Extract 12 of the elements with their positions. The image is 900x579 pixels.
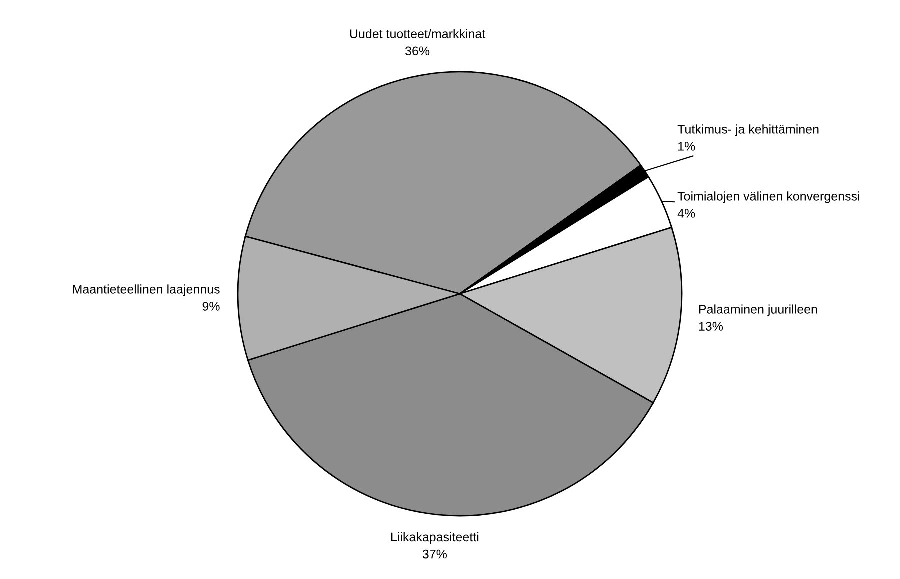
slice-label: Tutkimus- ja kehittäminen bbox=[678, 124, 819, 136]
data-label: 37% bbox=[422, 550, 448, 559]
data-label: 1% bbox=[678, 142, 696, 151]
slice-label: Liikakapasiteetti bbox=[391, 532, 479, 544]
slice-label: Toimialojen välinen konvergenssi bbox=[678, 192, 860, 204]
data-label: 36% bbox=[406, 46, 430, 56]
slice-label: Palaaminen juurilleen bbox=[699, 304, 818, 316]
data-label: 9% bbox=[202, 302, 220, 311]
slice-label: Maantieteellinen laajennus bbox=[73, 284, 220, 296]
data-label: 4% bbox=[678, 209, 696, 218]
slice-label: Uudet tuotteet/markkinat bbox=[350, 29, 486, 38]
data-label: 13% bbox=[699, 322, 724, 331]
